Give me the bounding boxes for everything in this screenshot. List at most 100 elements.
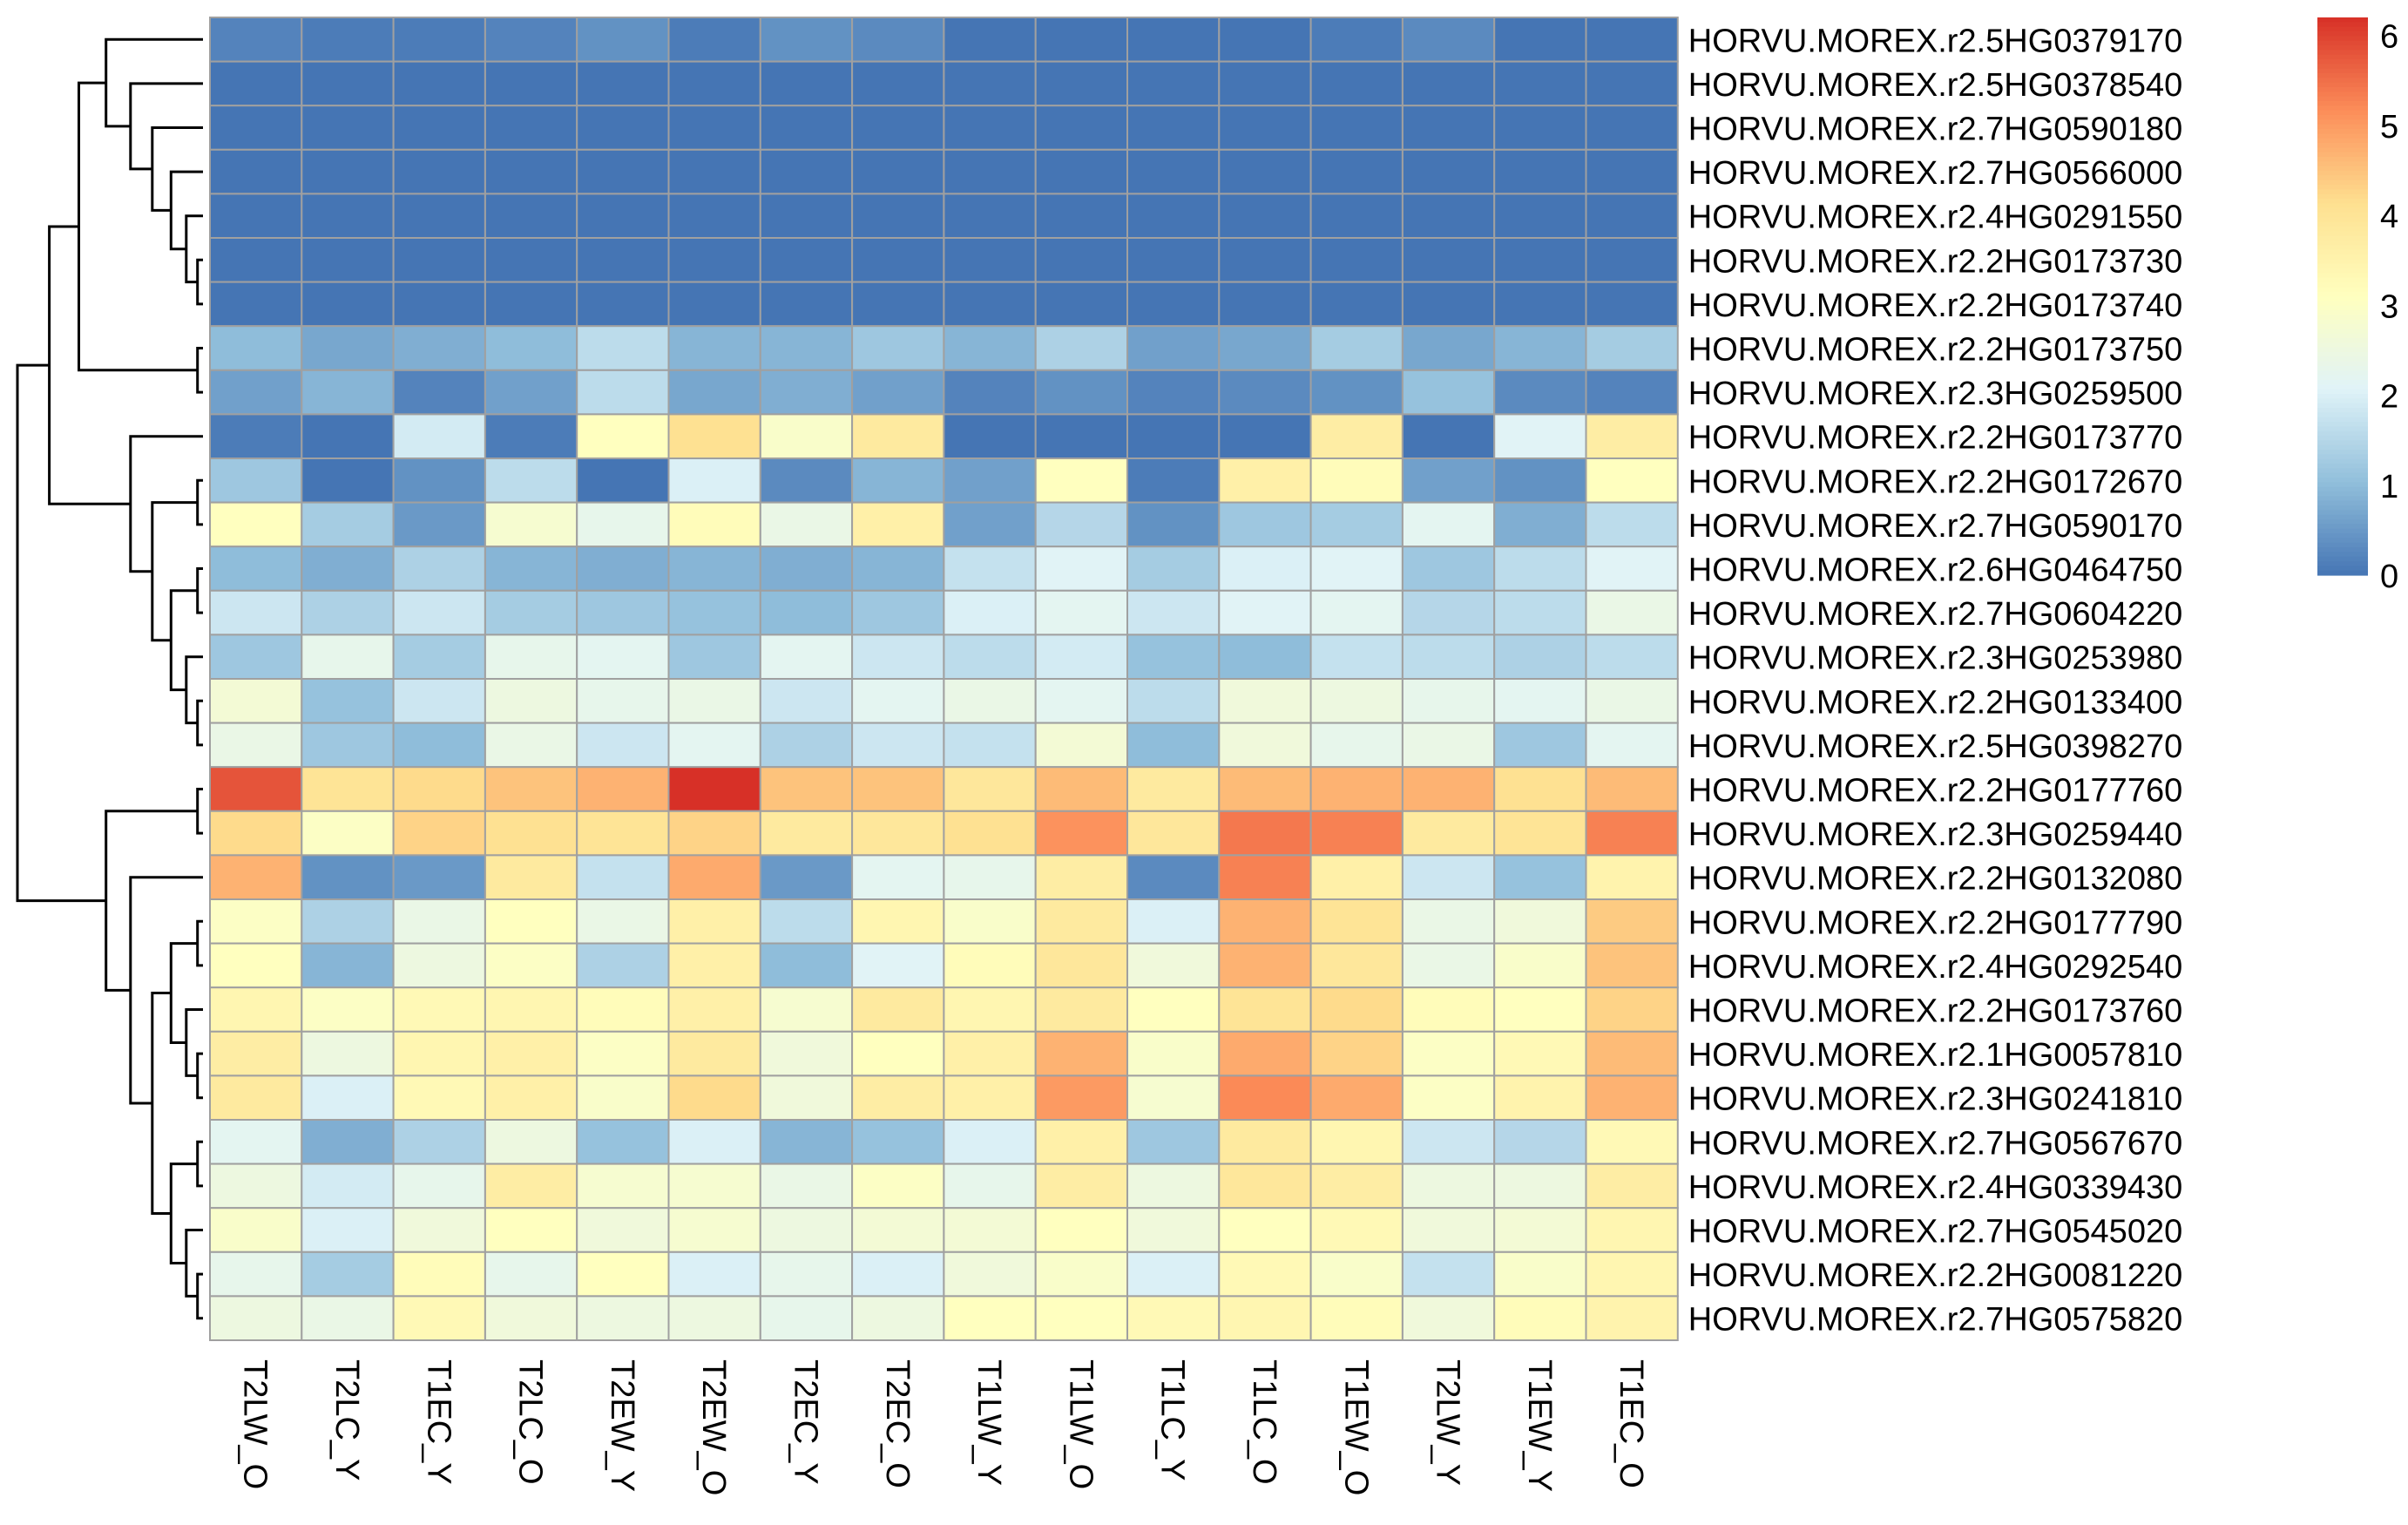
heatmap-cell bbox=[301, 766, 395, 812]
heatmap-cell bbox=[1126, 1250, 1221, 1298]
heatmap-cell bbox=[1126, 237, 1221, 283]
heatmap-cell bbox=[301, 458, 395, 504]
heatmap-cell bbox=[851, 60, 945, 107]
heatmap-cell bbox=[301, 148, 395, 195]
heatmap-cell bbox=[759, 1030, 854, 1077]
heatmap-cell bbox=[1034, 854, 1128, 901]
heatmap-cell bbox=[943, 369, 1037, 416]
heatmap-cell bbox=[667, 281, 761, 328]
heatmap-cell bbox=[943, 1207, 1037, 1253]
heatmap-cell bbox=[576, 810, 670, 857]
heatmap-cell bbox=[1218, 854, 1312, 901]
colorbar-segment bbox=[2317, 147, 2368, 153]
heatmap-cell bbox=[1218, 193, 1312, 239]
colorbar-segment bbox=[2317, 366, 2368, 371]
heatmap-cell bbox=[759, 193, 854, 239]
colorbar-segment bbox=[2317, 143, 2368, 148]
row-label: HORVU.MOREX.r2.6HG0464750 bbox=[1688, 552, 2182, 589]
heatmap-cell bbox=[1034, 810, 1128, 857]
colorbar-segment bbox=[2317, 528, 2368, 534]
heatmap-cell bbox=[392, 325, 486, 371]
heatmap-cell bbox=[1401, 634, 1496, 681]
heatmap-cell bbox=[851, 458, 945, 504]
column-labels: T2LW_O T2LC_Y T1EC_Y T2LC_O T2EW_Y T2EW_O T2EC… bbox=[237, 1359, 1650, 1495]
colorbar-segment bbox=[2317, 361, 2368, 367]
heatmap-cell bbox=[1034, 678, 1128, 724]
heatmap-cell bbox=[943, 413, 1037, 459]
heatmap-cell bbox=[1034, 60, 1128, 107]
heatmap-cell bbox=[1126, 854, 1221, 901]
heatmap-cell bbox=[484, 678, 578, 724]
dendrogram-branch bbox=[78, 81, 198, 372]
row-dendrogram bbox=[16, 37, 203, 1320]
heatmap-cell bbox=[851, 546, 945, 592]
heatmap-cell bbox=[209, 1250, 303, 1298]
heatmap-cell bbox=[484, 193, 578, 239]
heatmap-cell bbox=[209, 766, 303, 812]
heatmap-cell bbox=[209, 722, 303, 769]
heatmap-cell bbox=[667, 678, 761, 724]
heatmap-cell bbox=[759, 458, 854, 504]
colorbar-segment bbox=[2317, 440, 2368, 446]
heatmap-cell bbox=[759, 766, 854, 812]
heatmap-cell bbox=[1493, 17, 1587, 63]
row-label: HORVU.MOREX.r2.1HG0057810 bbox=[1688, 1037, 2182, 1074]
dendrogram-branch bbox=[129, 876, 203, 1105]
heatmap-cell bbox=[1401, 722, 1496, 769]
heatmap-cell bbox=[1401, 1030, 1496, 1077]
heatmap-cell bbox=[943, 105, 1037, 151]
heatmap-cell bbox=[1493, 281, 1587, 328]
heatmap-cell bbox=[392, 1295, 486, 1342]
dendrogram-branch bbox=[185, 1229, 203, 1298]
colorbar-segment bbox=[2317, 454, 2368, 460]
row-label: HORVU.MOREX.r2.3HG0253980 bbox=[1688, 640, 2182, 677]
heatmap-cell bbox=[759, 986, 854, 1033]
heatmap-cell bbox=[1218, 1295, 1312, 1342]
heatmap-cell bbox=[1218, 942, 1312, 989]
dendrogram-branch bbox=[151, 992, 172, 1215]
colorbar-segment bbox=[2317, 417, 2368, 423]
colorbar-legend: 0 1 2 3 4 5 6 bbox=[2317, 17, 2398, 595]
heatmap-cell bbox=[209, 501, 303, 548]
heatmap-cell bbox=[1585, 678, 1679, 724]
heatmap-cell bbox=[576, 1030, 670, 1077]
colorbar-segment bbox=[2317, 533, 2368, 539]
heatmap-cell bbox=[1309, 1207, 1404, 1253]
heatmap-cell bbox=[851, 634, 945, 681]
colorbar-segment bbox=[2317, 36, 2368, 42]
heatmap-cell bbox=[851, 501, 945, 548]
heatmap-cell bbox=[1309, 237, 1404, 283]
dendrogram-branch bbox=[105, 810, 198, 992]
heatmap-cell bbox=[1034, 413, 1128, 459]
colorbar-segment bbox=[2317, 115, 2368, 120]
heatmap-cell bbox=[1309, 854, 1404, 901]
colorbar-segment bbox=[2317, 189, 2368, 195]
heatmap-cell bbox=[1126, 898, 1221, 945]
heatmap-cell bbox=[1401, 942, 1496, 989]
heatmap-cell bbox=[209, 678, 303, 724]
dendrogram-branch bbox=[129, 82, 203, 171]
heatmap-cell bbox=[576, 898, 670, 945]
heatmap-cell bbox=[576, 281, 670, 328]
heatmap-cell bbox=[1401, 501, 1496, 548]
colorbar-segment bbox=[2317, 59, 2368, 64]
heatmap-cell bbox=[209, 17, 303, 63]
heatmap-cell bbox=[1401, 325, 1496, 371]
heatmap-cell bbox=[392, 1119, 486, 1165]
heatmap-cell bbox=[1218, 369, 1312, 416]
colorbar-segment bbox=[2317, 491, 2368, 497]
colorbar-segment bbox=[2317, 524, 2368, 530]
colorbar-tick-label: 3 bbox=[2380, 288, 2398, 325]
heatmap-cell bbox=[1401, 1250, 1496, 1298]
heatmap-cell bbox=[1401, 281, 1496, 328]
heatmap-cell bbox=[209, 1074, 303, 1122]
heatmap-cell bbox=[1126, 458, 1221, 504]
heatmap-cell bbox=[1218, 281, 1312, 328]
heatmap-cell bbox=[1585, 1162, 1679, 1210]
heatmap-cell bbox=[209, 546, 303, 592]
heatmap-cell bbox=[1126, 1119, 1221, 1165]
heatmap-cell bbox=[1493, 105, 1587, 151]
heatmap-cell bbox=[392, 1074, 486, 1122]
heatmap-cell bbox=[209, 1295, 303, 1342]
colorbar-segment bbox=[2317, 22, 2368, 28]
